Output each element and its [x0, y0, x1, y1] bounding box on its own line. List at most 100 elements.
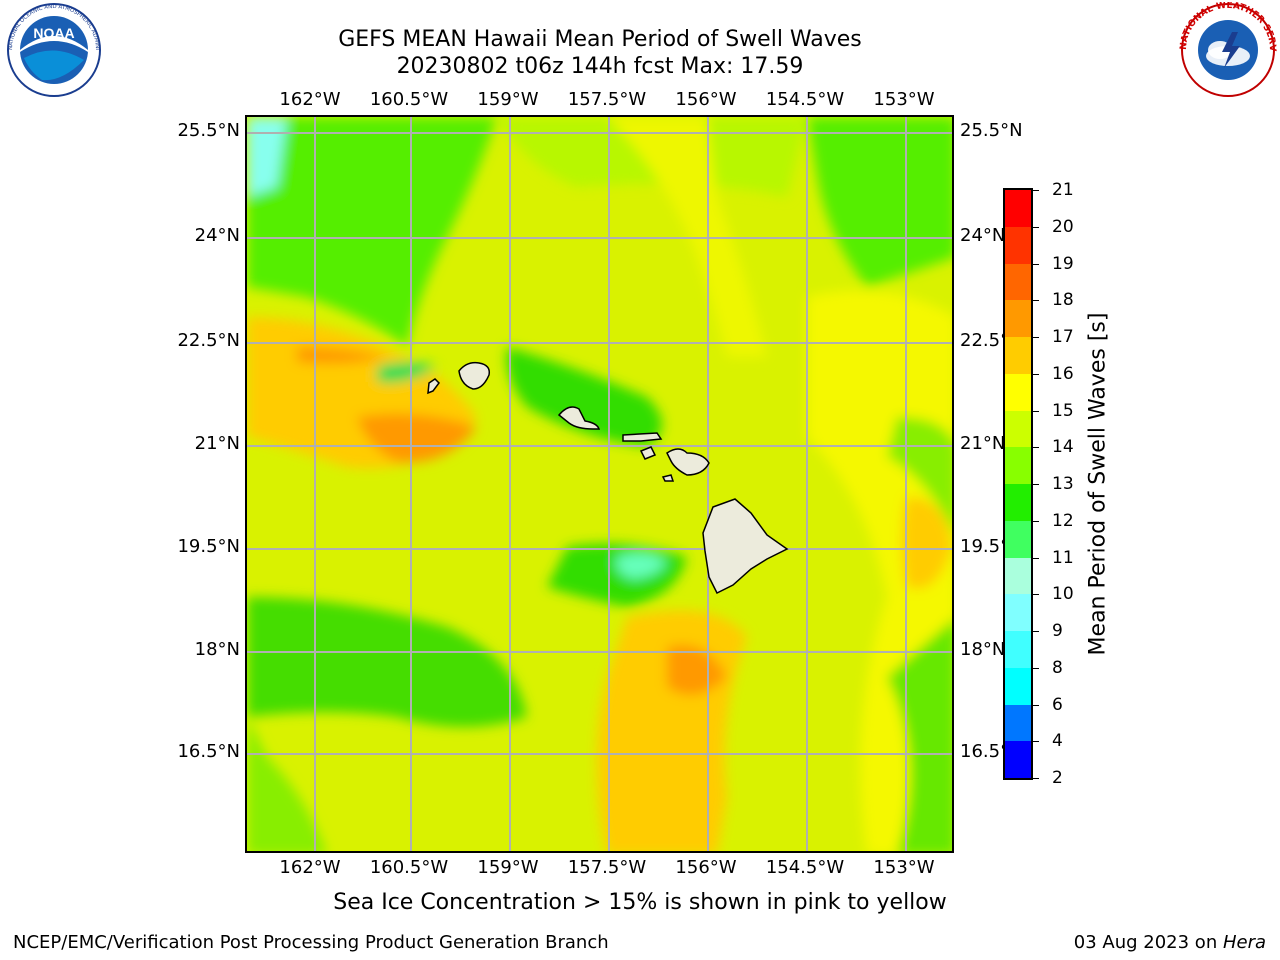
green-patch-kauai [377, 362, 437, 383]
green-region-sw-corner [247, 717, 326, 851]
colorbar-tick [1033, 631, 1039, 632]
lat-label-left: 21°N [194, 433, 240, 454]
colorbar-tick [1033, 226, 1039, 228]
lon-label-bottom: 159°W [477, 857, 539, 878]
island-kahoolawe [661, 474, 675, 482]
colorbar-label: 11 [1052, 547, 1074, 568]
map-gridlines [247, 117, 952, 851]
colorbar-tick [1033, 704, 1039, 706]
colorbar [1003, 188, 1033, 780]
lat-label-right: 16.5°N [960, 741, 1003, 762]
lon-label-top: 157.5°W [567, 89, 647, 110]
hawaiian-islands [427, 361, 789, 595]
lon-label-bottom: 162°W [279, 857, 341, 878]
cyan-region-nw [247, 117, 287, 197]
colorbar-tick [1033, 741, 1039, 743]
lon-label-bottom: 156°W [675, 857, 737, 878]
colorbar-segment [1005, 336, 1031, 374]
colorbar-tick [1033, 667, 1039, 669]
deep-orange-streak-west [297, 347, 387, 364]
colorbar-tick [1033, 447, 1039, 449]
lon-label-bottom: 153°W [873, 857, 935, 878]
island-molokai [622, 432, 663, 442]
colorbar-segment [1005, 520, 1031, 558]
lat-label-left: 25.5°N [177, 120, 240, 141]
colorbar-segment [1005, 593, 1031, 631]
footer-date-text: 03 Aug 2023 on [1073, 932, 1223, 953]
colorbar-label: 12 [1052, 510, 1074, 531]
colorbar-label: 21 [1052, 180, 1074, 200]
colorbar-title: Mean Period of Swell Waves [s] [1085, 312, 1111, 656]
colorbar-tick [1033, 263, 1039, 265]
svg-text:NOAA: NOAA [33, 25, 74, 41]
colorbar-tick [1033, 557, 1039, 559]
noaa-logo-icon: NOAA NATIONAL OCEANIC AND ATMOSPHERIC AD… [2, 2, 101, 97]
colorbar-segment [1005, 373, 1031, 411]
island-kauai [458, 361, 491, 390]
lat-label-right: 22.5°N [960, 330, 1003, 351]
colorbar-label: 16 [1052, 363, 1074, 384]
colorbar-segment [1005, 630, 1031, 668]
colorbar-label: 2 [1052, 768, 1063, 788]
orange-patch-east [902, 497, 952, 589]
lon-label-top: 156°W [675, 89, 737, 110]
footer-host: Hera [1222, 932, 1266, 953]
cyan-patch-south-channel [616, 553, 667, 579]
colorbar-segment [1005, 410, 1031, 448]
green-region-ne [807, 117, 952, 287]
lon-label-top: 160.5°W [369, 89, 449, 110]
map-area [245, 115, 954, 853]
lat-label-right: 18°N [960, 639, 1003, 660]
colorbar-segment [1005, 263, 1031, 301]
colorbar-tick [1033, 300, 1039, 302]
chart-subtitle-run-info: 20230802 t06z 144h fcst Max: 17.59 [396, 54, 804, 79]
colorbar-segment [1005, 190, 1031, 227]
deep-orange-patch-west [357, 413, 477, 463]
colorbar-segment [1005, 667, 1031, 705]
colorbar-label: 10 [1052, 584, 1074, 605]
colorbar-tick [1033, 410, 1039, 412]
island-lanai [639, 446, 657, 460]
lon-label-bottom: 160.5°W [369, 857, 449, 878]
colorbar-segment [1005, 446, 1031, 484]
colorbar-tick [1033, 520, 1039, 522]
lat-label-left: 22.5°N [177, 330, 240, 351]
footer-credit: NCEP/EMC/Verification Post Processing Pr… [13, 932, 609, 953]
deep-orange-patch-southeast [667, 645, 727, 695]
colorbar-label: 13 [1052, 474, 1074, 494]
colorbar-label: 17 [1052, 327, 1074, 347]
lat-label-right: 21°N [960, 433, 1003, 454]
colorbar-label: 18 [1052, 290, 1074, 311]
lat-label-left: 16.5°N [177, 741, 240, 762]
sea-ice-note: Sea Ice Concentration > 15% is shown in … [333, 890, 947, 915]
island-niihau [427, 378, 440, 395]
colorbar-tick [1033, 484, 1039, 485]
island-hawaii [702, 498, 789, 595]
colorbar-segment [1005, 226, 1031, 264]
colorbar-segment [1005, 483, 1031, 521]
lat-label-right: 24°N [960, 225, 1003, 246]
lat-label-right: 25.5°N [960, 120, 1023, 141]
swell-period-map [247, 117, 952, 851]
green-region-southwest [247, 597, 527, 727]
yellow-band-north [607, 117, 767, 357]
lat-label-right: 19.5°N [960, 536, 1003, 557]
colorbar-segment [1005, 740, 1031, 778]
lon-label-bottom: 154.5°W [765, 857, 845, 878]
colorbar-label: 19 [1052, 253, 1074, 274]
colorbar-segment [1005, 704, 1031, 742]
lat-label-left: 18°N [194, 639, 240, 660]
colorbar-label: 14 [1052, 437, 1074, 458]
colorbar-label: 4 [1052, 731, 1063, 752]
green-region-se-corner [887, 620, 952, 851]
nws-logo-icon: NATIONAL WEATHER SERVICE [1178, 2, 1277, 97]
green-region-nw [247, 117, 497, 347]
lon-label-top: 153°W [873, 89, 935, 110]
colorbar-tick [1033, 594, 1039, 596]
colorbar-label: 9 [1052, 621, 1063, 641]
colorbar-label: 8 [1052, 657, 1063, 678]
lon-label-top: 159°W [477, 89, 539, 110]
colorbar-label: 20 [1052, 216, 1074, 237]
green-region-channel [506, 347, 662, 447]
colorbar-segment [1005, 557, 1031, 595]
